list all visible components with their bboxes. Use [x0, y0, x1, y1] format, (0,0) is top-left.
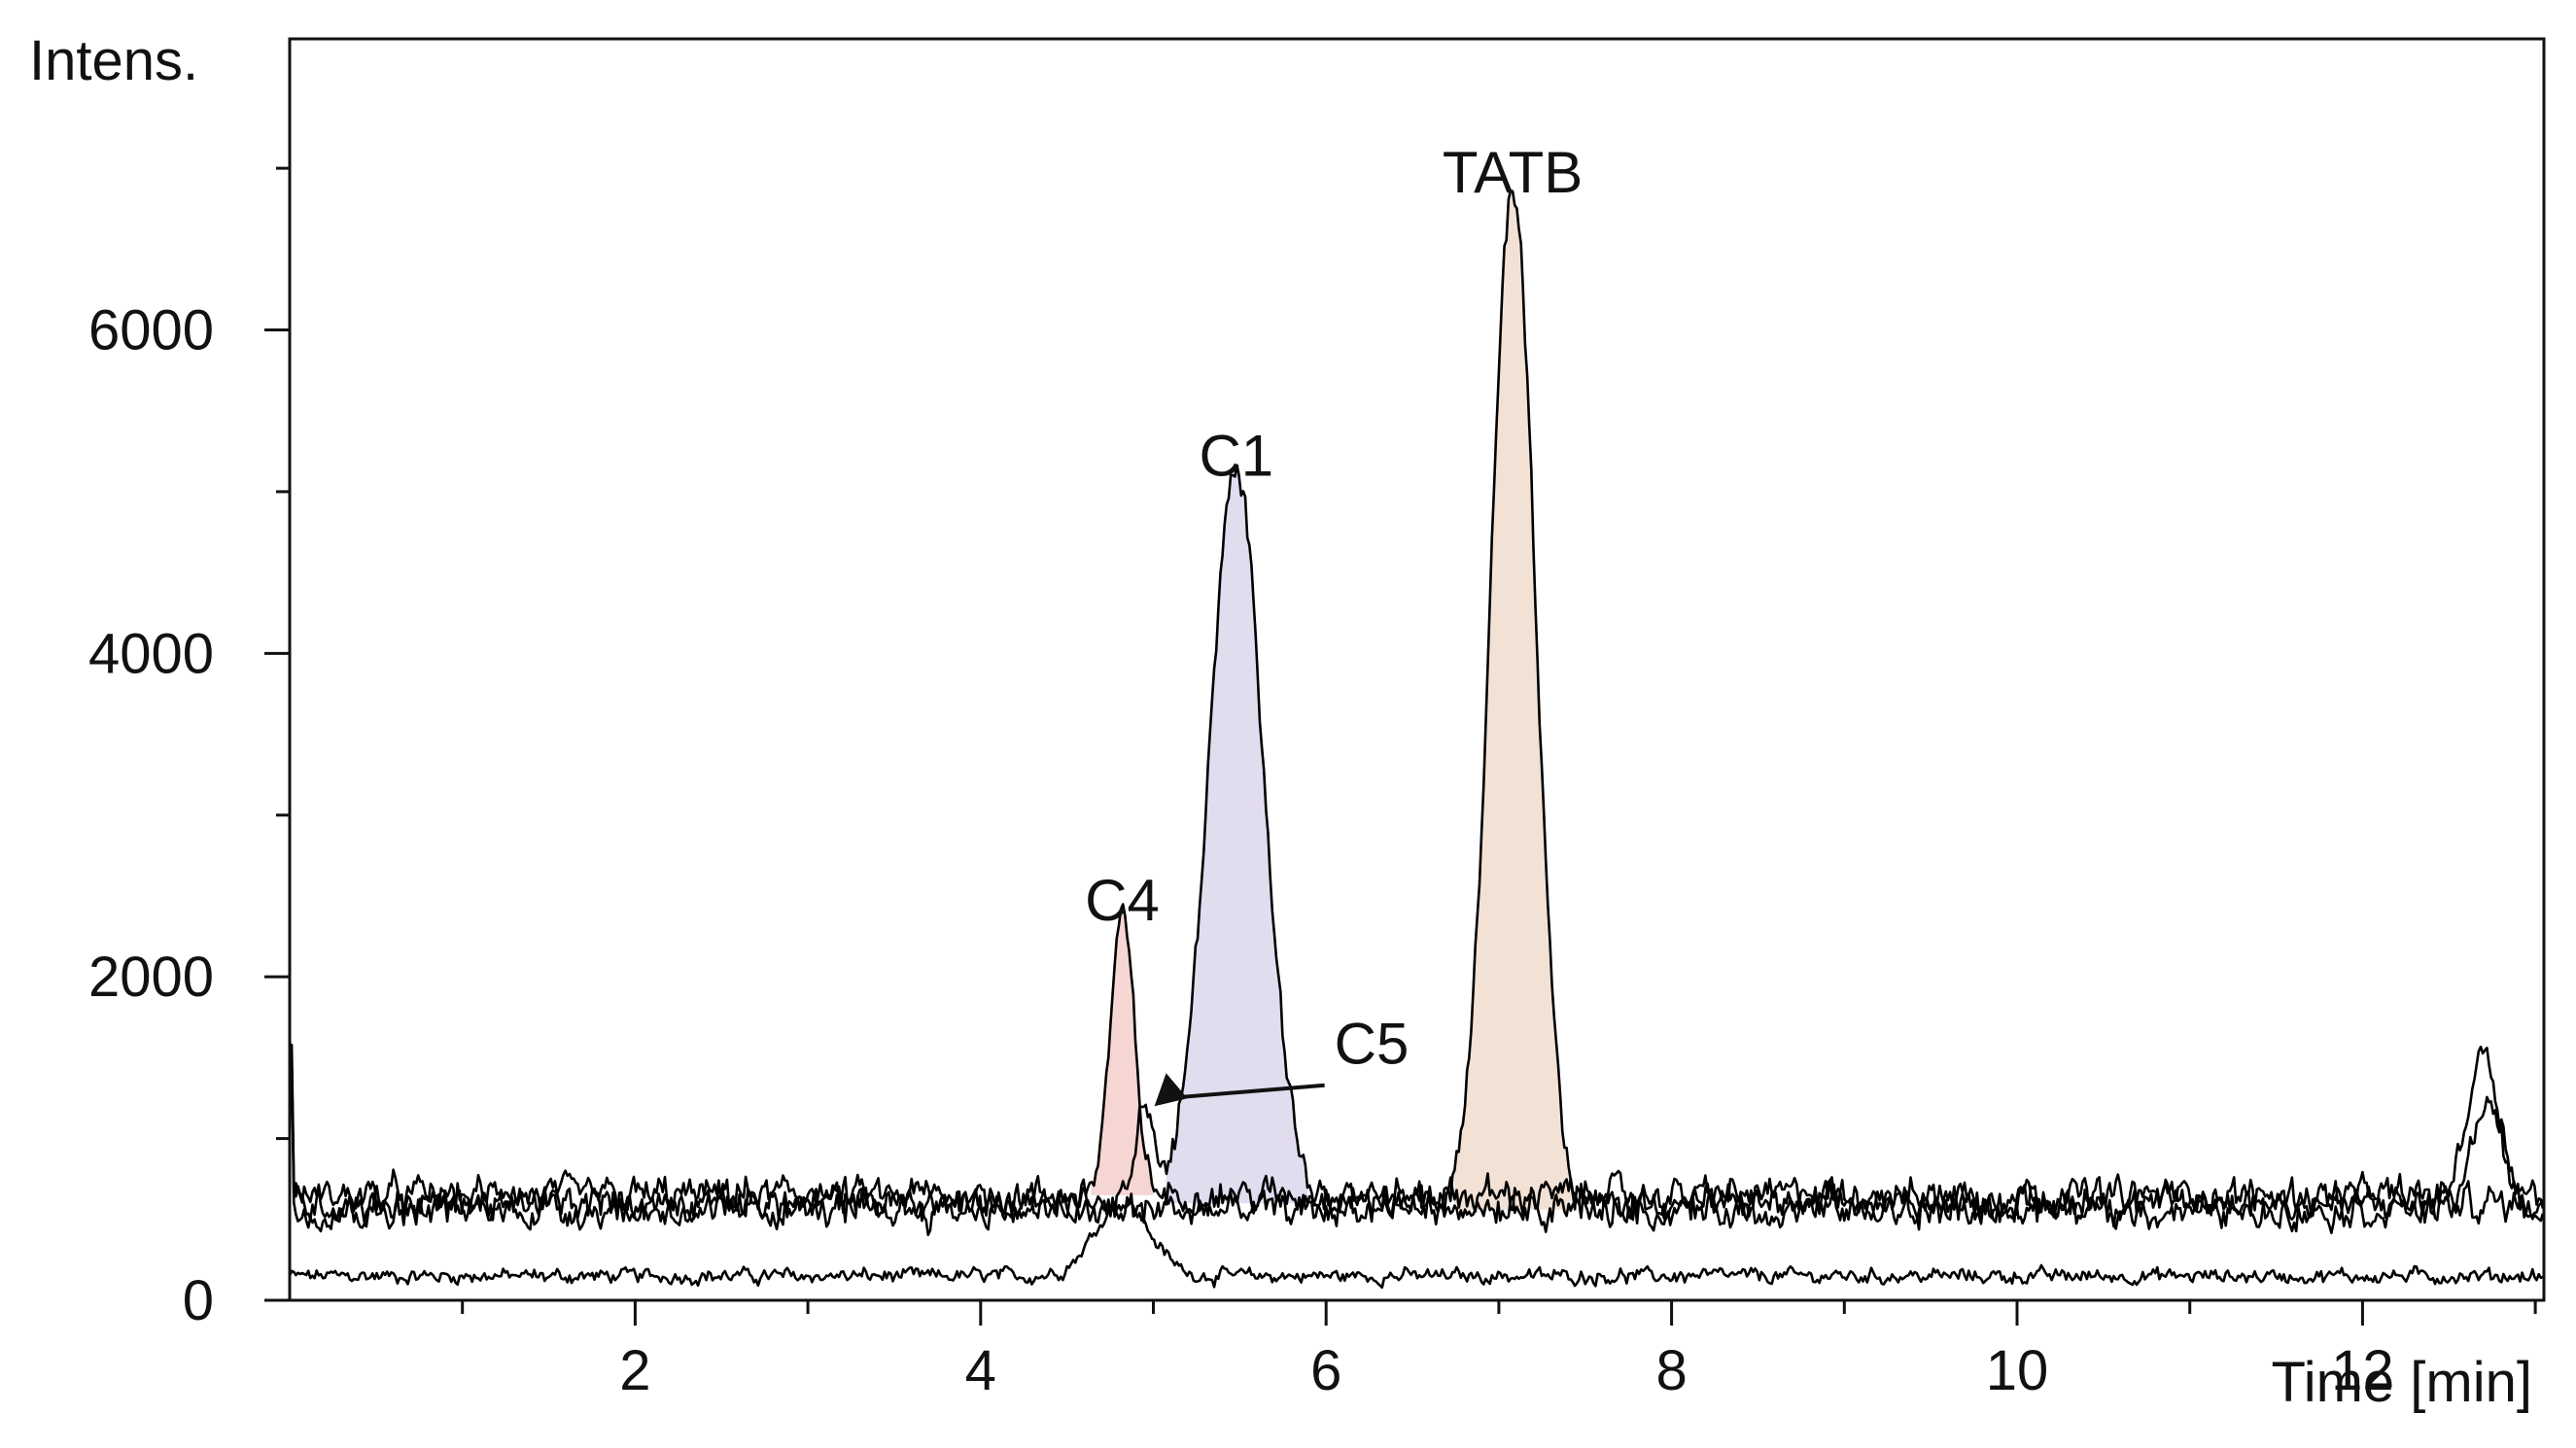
peak-annotations: TATB C1 C4 C5	[1085, 140, 1583, 1107]
annotation-arrowhead	[1154, 1073, 1188, 1107]
y-tick-label: 4000	[88, 622, 214, 685]
chromatogram-trace	[288, 1200, 2544, 1290]
peak-label: TATB	[1443, 140, 1583, 205]
x-axis-title: Time [min]	[2271, 1351, 2532, 1414]
x-tick-label: 12	[2331, 1339, 2394, 1402]
peak-label: C4	[1085, 868, 1160, 933]
chromatogram-trace	[288, 464, 2545, 1233]
y-tick-label: 2000	[88, 946, 214, 1009]
x-tick-label: 2	[619, 1339, 650, 1402]
x-tick-label: 10	[1986, 1339, 2049, 1402]
y-tick-label: 6000	[88, 299, 214, 362]
x-tick-label: 8	[1655, 1339, 1687, 1402]
chromatogram-trace	[288, 189, 2545, 1236]
chromatogram-traces	[288, 189, 2545, 1290]
peak-label: C5	[1335, 1012, 1410, 1077]
y-tick-label: 0	[183, 1269, 214, 1332]
peak-label: C1	[1199, 423, 1273, 488]
plot-frame	[288, 37, 2546, 1302]
annotation-arrow	[1164, 1083, 1325, 1101]
peak-fill	[1454, 190, 1572, 1210]
axis-ticks: 0 2000 4000 6000 2 4 6 8 10 12	[88, 166, 2537, 1402]
x-tick-label: 6	[1310, 1339, 1341, 1402]
y-axis-title: Intens.	[29, 29, 198, 92]
peak-fill	[1164, 465, 1308, 1204]
chromatogram-trace	[288, 903, 2545, 1225]
x-tick-label: 4	[965, 1339, 996, 1402]
